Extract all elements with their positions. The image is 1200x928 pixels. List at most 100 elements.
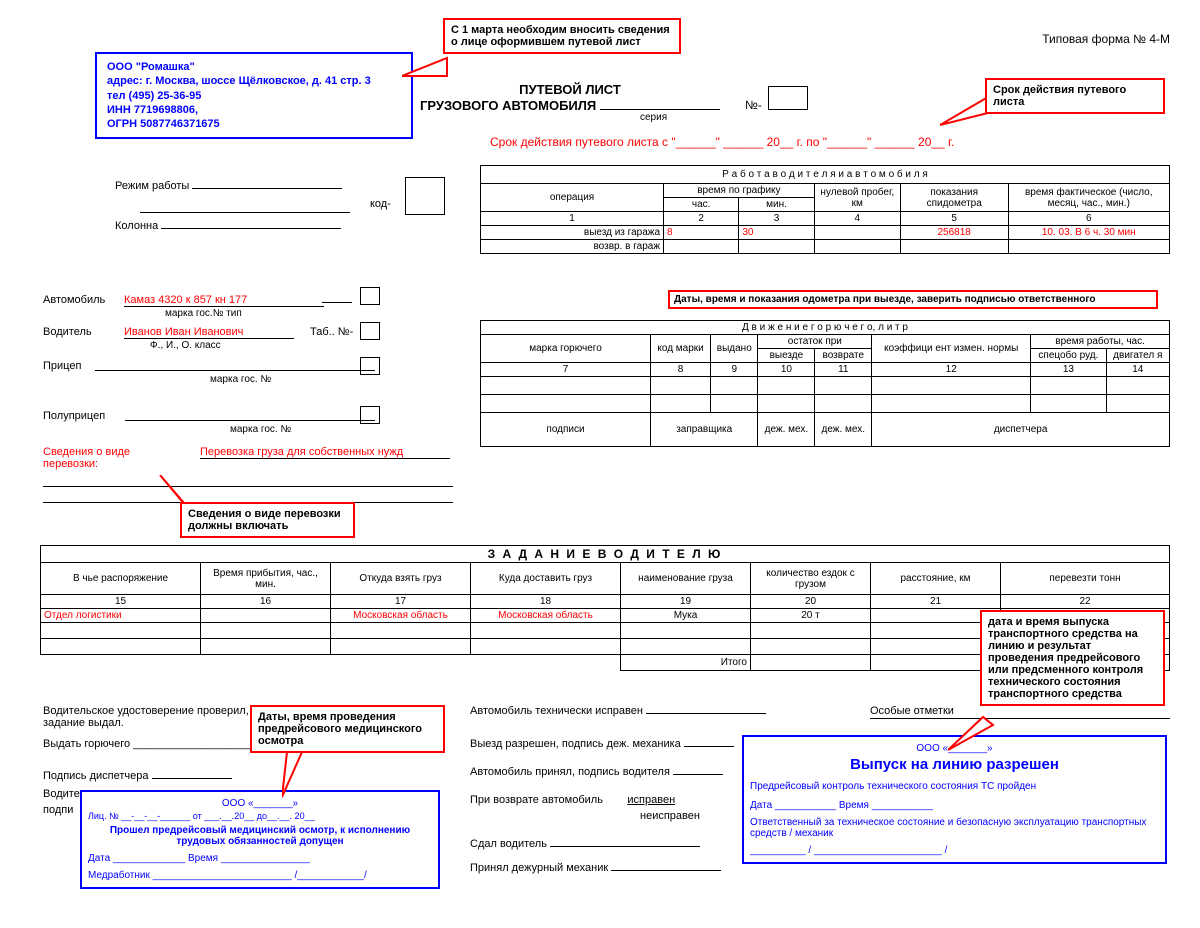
column-label: Колонна bbox=[115, 220, 158, 232]
release-resp: Ответственный за техническое состояние и… bbox=[750, 817, 1159, 839]
th: количество ездок с грузом bbox=[751, 563, 871, 595]
fuel-title: Д в и ж е н и е г о р ю ч е г о, л и т р bbox=[481, 321, 1170, 335]
auto-label: Автомобиль bbox=[43, 294, 105, 306]
num: 18 bbox=[471, 595, 621, 609]
th-schedule: время по графику bbox=[664, 184, 815, 198]
cell: 20 т bbox=[751, 609, 871, 623]
column-row: Колонна bbox=[115, 220, 341, 232]
med-ooo: ООО «_______» bbox=[88, 798, 432, 809]
num: 15 bbox=[41, 595, 201, 609]
med-worker: Медработник _________________________ /_… bbox=[88, 870, 432, 881]
callout-release: дата и время выпуска транспортного средс… bbox=[980, 610, 1165, 706]
th: наименование груза bbox=[621, 563, 751, 595]
num: 17 bbox=[331, 595, 471, 609]
num: 6 bbox=[1008, 212, 1169, 226]
num: 8 bbox=[651, 363, 711, 377]
th: спецобо руд. bbox=[1031, 349, 1106, 363]
sig-fueler: заправщика bbox=[651, 413, 758, 447]
cell: Московская область bbox=[471, 609, 621, 623]
th: марка горючего bbox=[481, 335, 651, 363]
driver-label: Водитель bbox=[43, 326, 92, 338]
driver-line: Водите bbox=[43, 788, 80, 800]
num: 4 bbox=[814, 212, 900, 226]
fuel-table: Д в и ж е н и е г о р ю ч е г о, л и т р… bbox=[480, 320, 1170, 447]
num: 3 bbox=[739, 212, 814, 226]
title-l2-text: ГРУЗОВОГО АВТОМОБИЛЯ bbox=[420, 98, 596, 113]
th: В чье распоряжение bbox=[41, 563, 201, 595]
th: выдано bbox=[711, 335, 758, 363]
th: расстояние, км bbox=[871, 563, 1001, 595]
row-h: 8 bbox=[664, 226, 739, 240]
org-name: ООО "Ромашка" bbox=[107, 60, 401, 74]
sig-line: подпи bbox=[43, 804, 73, 816]
callout-tail-icon bbox=[948, 715, 998, 755]
med-passed: Прошел предрейсовый медицинский осмотр, … bbox=[88, 825, 432, 847]
th-zero: нулевой пробег, км bbox=[814, 184, 900, 212]
sig-mech: деж. мех. bbox=[758, 413, 815, 447]
cell: Мука bbox=[621, 609, 751, 623]
auto-value: Камаз 4320 к 857 кн 177 bbox=[124, 294, 324, 307]
license-text: Водительское удостоверение проверил, зад… bbox=[43, 705, 283, 729]
trailer-label: Прицеп bbox=[43, 360, 81, 372]
num: 22 bbox=[1001, 595, 1170, 609]
exit-allowed: Выезд разрешен, подпись деж. механика bbox=[470, 738, 734, 750]
num: 12 bbox=[872, 363, 1031, 377]
callout-odometer: Даты, время и показания одометра при вые… bbox=[668, 290, 1158, 309]
title-l2: ГРУЗОВОГО АВТОМОБИЛЯ bbox=[420, 98, 720, 113]
sig-disp: диспетчера bbox=[872, 413, 1170, 447]
transport-info-value: Перевозка груза для собственных нужд bbox=[200, 446, 450, 459]
sig-label: подписи bbox=[481, 413, 651, 447]
regime-row: Режим работы bbox=[115, 180, 342, 192]
series-label: серия bbox=[640, 112, 667, 123]
validity-line: Срок действия путевого листа с "______" … bbox=[490, 135, 954, 149]
cell bbox=[201, 609, 331, 623]
handed: Сдал водитель bbox=[470, 838, 700, 850]
num: 2 bbox=[664, 212, 739, 226]
release-date: Дата ___________ Время ___________ bbox=[750, 800, 1159, 811]
callout-issuer: С 1 марта необходим вносить сведения о л… bbox=[443, 18, 681, 54]
auto-sub: марка гос.№ тип bbox=[165, 308, 242, 319]
med-date: Дата _____________ Время _______________… bbox=[88, 853, 432, 864]
transport-info-label: Сведения о виде перевозки: bbox=[43, 446, 153, 470]
th: время работы, час. bbox=[1031, 335, 1170, 349]
auto-ok: Автомобиль технически исправен bbox=[470, 705, 766, 717]
th-hour: час. bbox=[664, 198, 739, 212]
org-address: адрес: г. Москва, шоссе Щёлковское, д. 4… bbox=[107, 74, 401, 88]
driver-sub: Ф., И., О. класс bbox=[150, 340, 221, 351]
org-inn: ИНН 7719698806, bbox=[107, 103, 401, 117]
callout-validity: Срок действия путевого листа bbox=[985, 78, 1165, 114]
driver-accepted: Автомобиль принял, подпись водителя bbox=[470, 766, 723, 778]
total-label: Итого bbox=[621, 655, 751, 671]
row-act: 10. 03. В 6 ч. 30 мин bbox=[1008, 226, 1169, 240]
num: 16 bbox=[201, 595, 331, 609]
row-op: возвр. в гараж bbox=[481, 240, 664, 254]
callout-med: Даты, время проведения предрейсового мед… bbox=[250, 705, 445, 753]
received: Принял дежурный механик bbox=[470, 862, 721, 874]
ok-text: исправен bbox=[627, 794, 675, 806]
special-label: Особые отметки bbox=[870, 705, 954, 717]
release-ctrl: Предрейсовый контроль технического состо… bbox=[750, 781, 1159, 792]
num: 5 bbox=[900, 212, 1008, 226]
num: 20 bbox=[751, 595, 871, 609]
semitrailer-label: Полуприцеп bbox=[43, 410, 105, 422]
num: 9 bbox=[711, 363, 758, 377]
semitrailer-sub: марка гос. № bbox=[230, 424, 291, 435]
code-label: код- bbox=[370, 198, 391, 210]
driver-tab-box bbox=[322, 294, 352, 306]
trailer-sub: марка гос. № bbox=[210, 374, 271, 385]
cell: Московская область bbox=[331, 609, 471, 623]
num: 19 bbox=[621, 595, 751, 609]
num: 14 bbox=[1106, 363, 1169, 377]
callout-tail-icon bbox=[402, 56, 452, 86]
sig-mech: деж. мех. bbox=[815, 413, 872, 447]
th: перевезти тонн bbox=[1001, 563, 1170, 595]
row-zero bbox=[814, 226, 900, 240]
num: 1 bbox=[481, 212, 664, 226]
notok-text: неисправен bbox=[640, 810, 700, 822]
driver-value: Иванов Иван Иванович bbox=[124, 326, 294, 339]
row-odo: 256818 bbox=[900, 226, 1008, 240]
th-op: операция bbox=[481, 184, 664, 212]
med-lic: Лиц. № __-__-__-______ от ___.__.20__ до… bbox=[88, 811, 432, 821]
row-m: 30 bbox=[739, 226, 814, 240]
th: Куда доставить груз bbox=[471, 563, 621, 595]
